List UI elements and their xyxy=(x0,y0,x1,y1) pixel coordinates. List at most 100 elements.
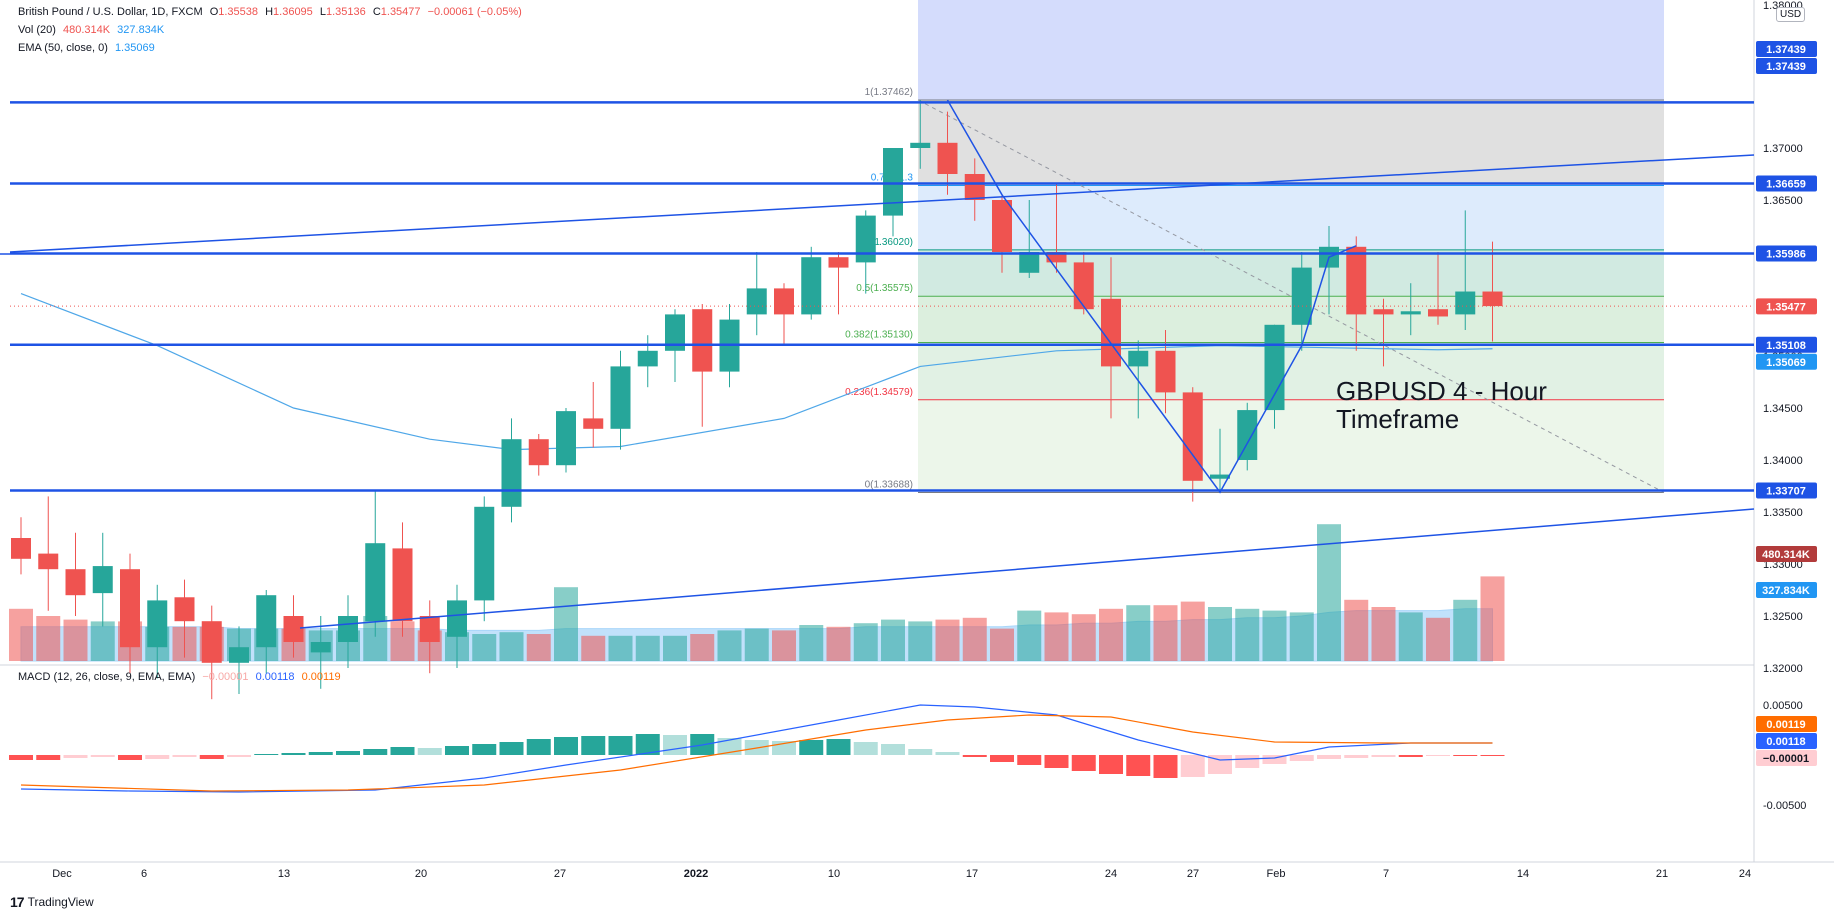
macd-histogram-bar xyxy=(1262,755,1287,764)
candle-body xyxy=(528,439,549,466)
symbol-title[interactable]: British Pound / U.S. Dollar, 1D, FXCM xyxy=(18,6,203,18)
macd-histogram-bar xyxy=(227,755,251,757)
brand-name: TradingView xyxy=(27,895,94,909)
price-axis[interactable]: 1.370001.365001.360001.355001.350001.345… xyxy=(1756,0,1817,812)
candle-body xyxy=(637,350,658,367)
symbol-legend[interactable]: British Pound / U.S. Dollar, 1D, FXCM O1… xyxy=(18,6,526,18)
macd-histogram-bar xyxy=(826,739,851,755)
ema-label[interactable]: EMA (50, close, 0) xyxy=(18,42,108,54)
close-label: C xyxy=(372,6,381,18)
candle-body xyxy=(419,616,440,642)
candle-body xyxy=(447,600,467,637)
macd-histogram-bar xyxy=(417,748,442,755)
volume-bar xyxy=(1289,612,1314,661)
volume-bar xyxy=(881,619,905,661)
macd-label[interactable]: MACD (12, 26, close, 9, EMA, EMA) xyxy=(18,671,196,683)
time-axis-tick: Dec xyxy=(52,868,72,880)
volume-ma-label-box xyxy=(1756,582,1817,598)
macd-pane xyxy=(9,704,1505,793)
volume-bar xyxy=(1044,612,1069,661)
candle-body xyxy=(256,595,277,648)
macd-histogram-bar xyxy=(1153,755,1178,778)
volume-bar xyxy=(690,634,715,661)
macd-histogram-bar xyxy=(1126,755,1151,776)
volume-ma-value: 327.834K xyxy=(117,24,165,36)
candle-body xyxy=(964,174,985,200)
candle-body xyxy=(365,543,386,622)
macd-histogram-bar xyxy=(1426,755,1450,756)
candle-body xyxy=(120,569,140,648)
volume-bar xyxy=(1099,608,1123,661)
price-axis-tick: 1.34500 xyxy=(1763,403,1803,415)
volume-bar xyxy=(499,632,524,661)
ema-50-line xyxy=(20,293,1493,451)
time-axis-tick: 21 xyxy=(1656,868,1668,880)
macd-histogram-bar xyxy=(1371,755,1396,757)
volume-bar xyxy=(908,621,933,661)
macd-histogram-bar xyxy=(1071,755,1096,771)
chart-panes xyxy=(0,0,1834,863)
level-label-box xyxy=(1756,41,1817,57)
level-label: 1.35108 xyxy=(1766,340,1806,352)
candle-body xyxy=(1019,252,1040,273)
ema-legend[interactable]: EMA (50, close, 0) 1.35069 xyxy=(18,42,159,54)
macd-histogram-bar xyxy=(1017,755,1042,765)
macd-histogram-bar xyxy=(881,744,905,755)
upper-trend-line xyxy=(9,154,1755,253)
macd-histogram-bar xyxy=(663,735,687,755)
high-value: 1.36095 xyxy=(273,6,313,18)
fib-level-label: .36020) xyxy=(879,237,913,248)
level-label: 1.37439 xyxy=(1766,61,1806,73)
candle-body xyxy=(1155,350,1176,393)
candle-body xyxy=(201,621,222,663)
candle-body xyxy=(855,215,876,263)
candle-body xyxy=(474,506,495,601)
macd-histogram-bar xyxy=(526,739,551,755)
volume-legend[interactable]: Vol (20) 480.314K 327.834K xyxy=(18,24,168,36)
candle-body xyxy=(1264,324,1285,411)
candle-body xyxy=(1291,267,1312,325)
macd-histogram-bar xyxy=(472,744,497,755)
time-axis-tick: 2022 xyxy=(684,868,708,880)
volume-bar xyxy=(63,619,88,661)
macd-histogram-bar xyxy=(1235,755,1260,768)
macd-histogram-bar xyxy=(717,738,742,755)
candle-body xyxy=(992,200,1012,252)
time-axis-tick: 20 xyxy=(415,868,427,880)
fibonacci-retracement[interactable]: 1(1.37462)0.786(1.30.61.36020)0.5(1.3557… xyxy=(845,0,1665,493)
tradingview-logo[interactable]: 17 TradingView xyxy=(10,894,94,910)
macd-legend[interactable]: MACD (12, 26, close, 9, EMA, EMA) −0.000… xyxy=(18,671,345,683)
volume-bar xyxy=(9,608,33,661)
candle-body xyxy=(883,148,903,216)
candle-body xyxy=(1455,291,1476,315)
volume-value-label-box xyxy=(1756,546,1817,562)
volume-bar xyxy=(554,587,578,661)
level-label: 1.35986 xyxy=(1766,248,1806,260)
volume-bar xyxy=(744,628,769,661)
volume-bar xyxy=(36,616,61,661)
macd-signal-label: 0.00119 xyxy=(1766,719,1805,731)
trend-lines[interactable] xyxy=(0,99,1755,629)
price-axis-tick: 1.36500 xyxy=(1763,195,1803,207)
volume-bar xyxy=(1208,607,1232,661)
macd-hist-value: −0.00001 xyxy=(202,671,249,683)
macd-line-value: 0.00118 xyxy=(255,671,295,683)
volume-value: 480.314K xyxy=(62,24,111,36)
volume-bar xyxy=(635,635,660,661)
macd-histogram-bar xyxy=(853,742,878,755)
candle-body xyxy=(1046,252,1067,263)
currency-button[interactable]: USD xyxy=(1776,7,1806,22)
volume-bar xyxy=(1071,614,1096,661)
candle-body xyxy=(1482,291,1503,307)
last-price-label-box xyxy=(1756,298,1817,315)
time-axis-tick: 27 xyxy=(1187,868,1199,880)
volume-label[interactable]: Vol (20) xyxy=(18,24,56,36)
time-axis[interactable]: Dec 6 13 20 27 2022 10 17 24 27 Feb 7 14 21 24 xyxy=(52,868,1751,880)
time-axis-tick: 27 xyxy=(554,868,566,880)
zigzag-line xyxy=(946,99,1357,494)
level-label-box xyxy=(1756,336,1817,353)
lower-trend-line xyxy=(299,508,1755,629)
macd-histogram-bar xyxy=(254,754,279,755)
volume-bar xyxy=(935,619,960,661)
